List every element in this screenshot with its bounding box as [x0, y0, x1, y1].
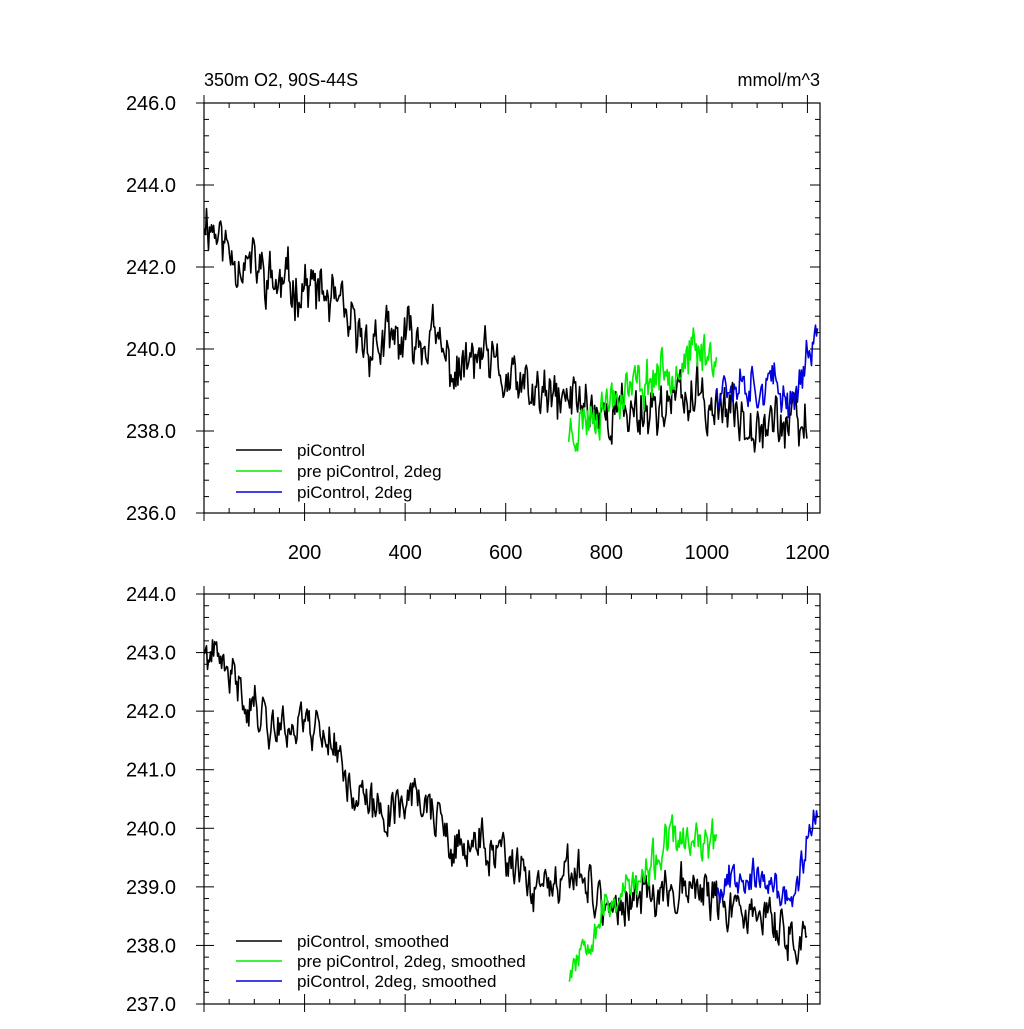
- y-tick-label: 243.0: [126, 643, 176, 665]
- x-tick-label: 1000: [685, 542, 730, 564]
- legend-label-2: piControl, 2deg, smoothed: [297, 972, 496, 991]
- legend-label-1: pre piControl, 2deg: [297, 462, 442, 481]
- series-line-2: [716, 324, 819, 419]
- legend-label-0: piControl: [297, 441, 365, 460]
- y-tick-label: 246.0: [126, 93, 176, 115]
- x-tick-label: 1200: [785, 542, 830, 564]
- y-tick-label: 242.0: [126, 701, 176, 723]
- x-tick-label: 600: [489, 542, 522, 564]
- series-line-0: [203, 639, 808, 965]
- y-tick-label: 241.0: [126, 760, 176, 782]
- y-tick-label: 238.0: [126, 421, 176, 443]
- y-tick-label: 238.0: [126, 935, 176, 957]
- y-tick-label: 239.0: [126, 877, 176, 899]
- x-tick-label: 200: [288, 542, 321, 564]
- y-tick-label: 240.0: [126, 818, 176, 840]
- y-tick-label: 244.0: [126, 584, 176, 606]
- panel1-frame: [203, 102, 821, 514]
- legend-label-0: piControl, smoothed: [297, 932, 449, 951]
- panel1-units: mmol/m^3: [738, 70, 820, 90]
- x-tick-label: 400: [388, 542, 421, 564]
- series-line-2: [716, 809, 819, 908]
- y-tick-label: 236.0: [126, 503, 176, 525]
- y-tick-label: 240.0: [126, 339, 176, 361]
- series-line-0: [203, 207, 808, 453]
- y-tick-label: 242.0: [126, 257, 176, 279]
- y-tick-label: 244.0: [126, 175, 176, 197]
- legend-label-2: piControl, 2deg: [297, 483, 412, 502]
- panel2-frame: [203, 593, 821, 1005]
- panel1-title: 350m O2, 90S-44S: [204, 70, 358, 90]
- series-line-1: [567, 327, 718, 452]
- series-line-1: [568, 814, 718, 982]
- x-tick-label: 800: [590, 542, 623, 564]
- y-tick-label: 237.0: [126, 994, 176, 1016]
- legend-label-1: pre piControl, 2deg, smoothed: [297, 952, 526, 971]
